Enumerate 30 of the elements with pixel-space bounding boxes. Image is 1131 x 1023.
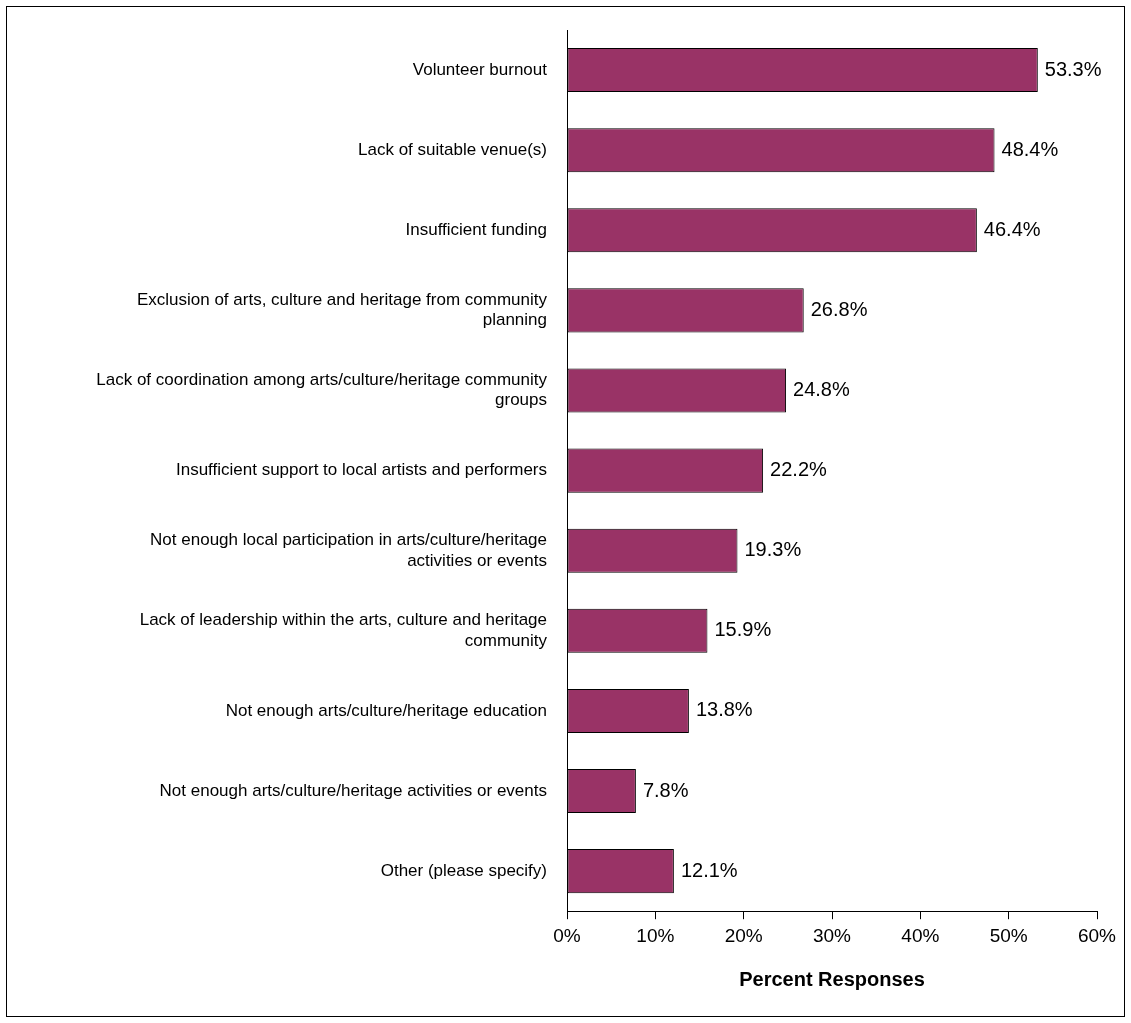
- data-label: 19.3%: [744, 538, 802, 561]
- y-tick-label: Other (please specify): [380, 860, 547, 880]
- y-tick-label: Not enough arts/culture/heritage education: [225, 700, 547, 720]
- data-label: 26.8%: [810, 297, 868, 320]
- y-tick-label: Not enough arts/culture/heritage activities or events: [159, 780, 547, 800]
- y-tick-label: Lack of coordination among arts/culture/heritage community groups: [96, 369, 548, 410]
- x-tick-label: 50%: [989, 924, 1028, 946]
- x-tick-label: 10%: [636, 924, 675, 946]
- data-label: 48.4%: [1001, 137, 1059, 160]
- y-tick-label: Exclusion of arts, culture and heritage from community planning: [136, 289, 548, 330]
- data-label: 7.8%: [642, 778, 689, 801]
- data-label: 22.2%: [770, 458, 828, 481]
- x-tick-label: 20%: [724, 924, 763, 946]
- y-tick-label: Lack of suitable venue(s): [358, 139, 547, 159]
- y-tick-label: Insufficient support to local artists and performers: [175, 460, 547, 480]
- y-tick-label: Not enough local participation in arts/culture/heritage activities or events: [150, 530, 547, 570]
- data-label: 15.9%: [714, 618, 772, 641]
- y-tick-label: Volunteer burnout: [412, 59, 548, 79]
- x-tick-label: 40%: [901, 924, 940, 946]
- y-tick-label: Insufficient funding: [405, 219, 547, 239]
- data-label: 12.1%: [680, 858, 738, 881]
- data-label: 53.3%: [1044, 57, 1102, 80]
- data-label: 46.4%: [983, 217, 1041, 240]
- data-label: 24.8%: [793, 378, 850, 401]
- data-label: 13.8%: [695, 698, 753, 721]
- x-tick-label: 30%: [812, 924, 852, 946]
- x-tick-label: 0%: [553, 924, 581, 946]
- y-tick-label: Lack of leadership within the arts, culture and heritage community: [139, 610, 548, 650]
- x-tick-label: 60%: [1077, 924, 1117, 946]
- x-axis-title: Percent Responses: [739, 967, 925, 990]
